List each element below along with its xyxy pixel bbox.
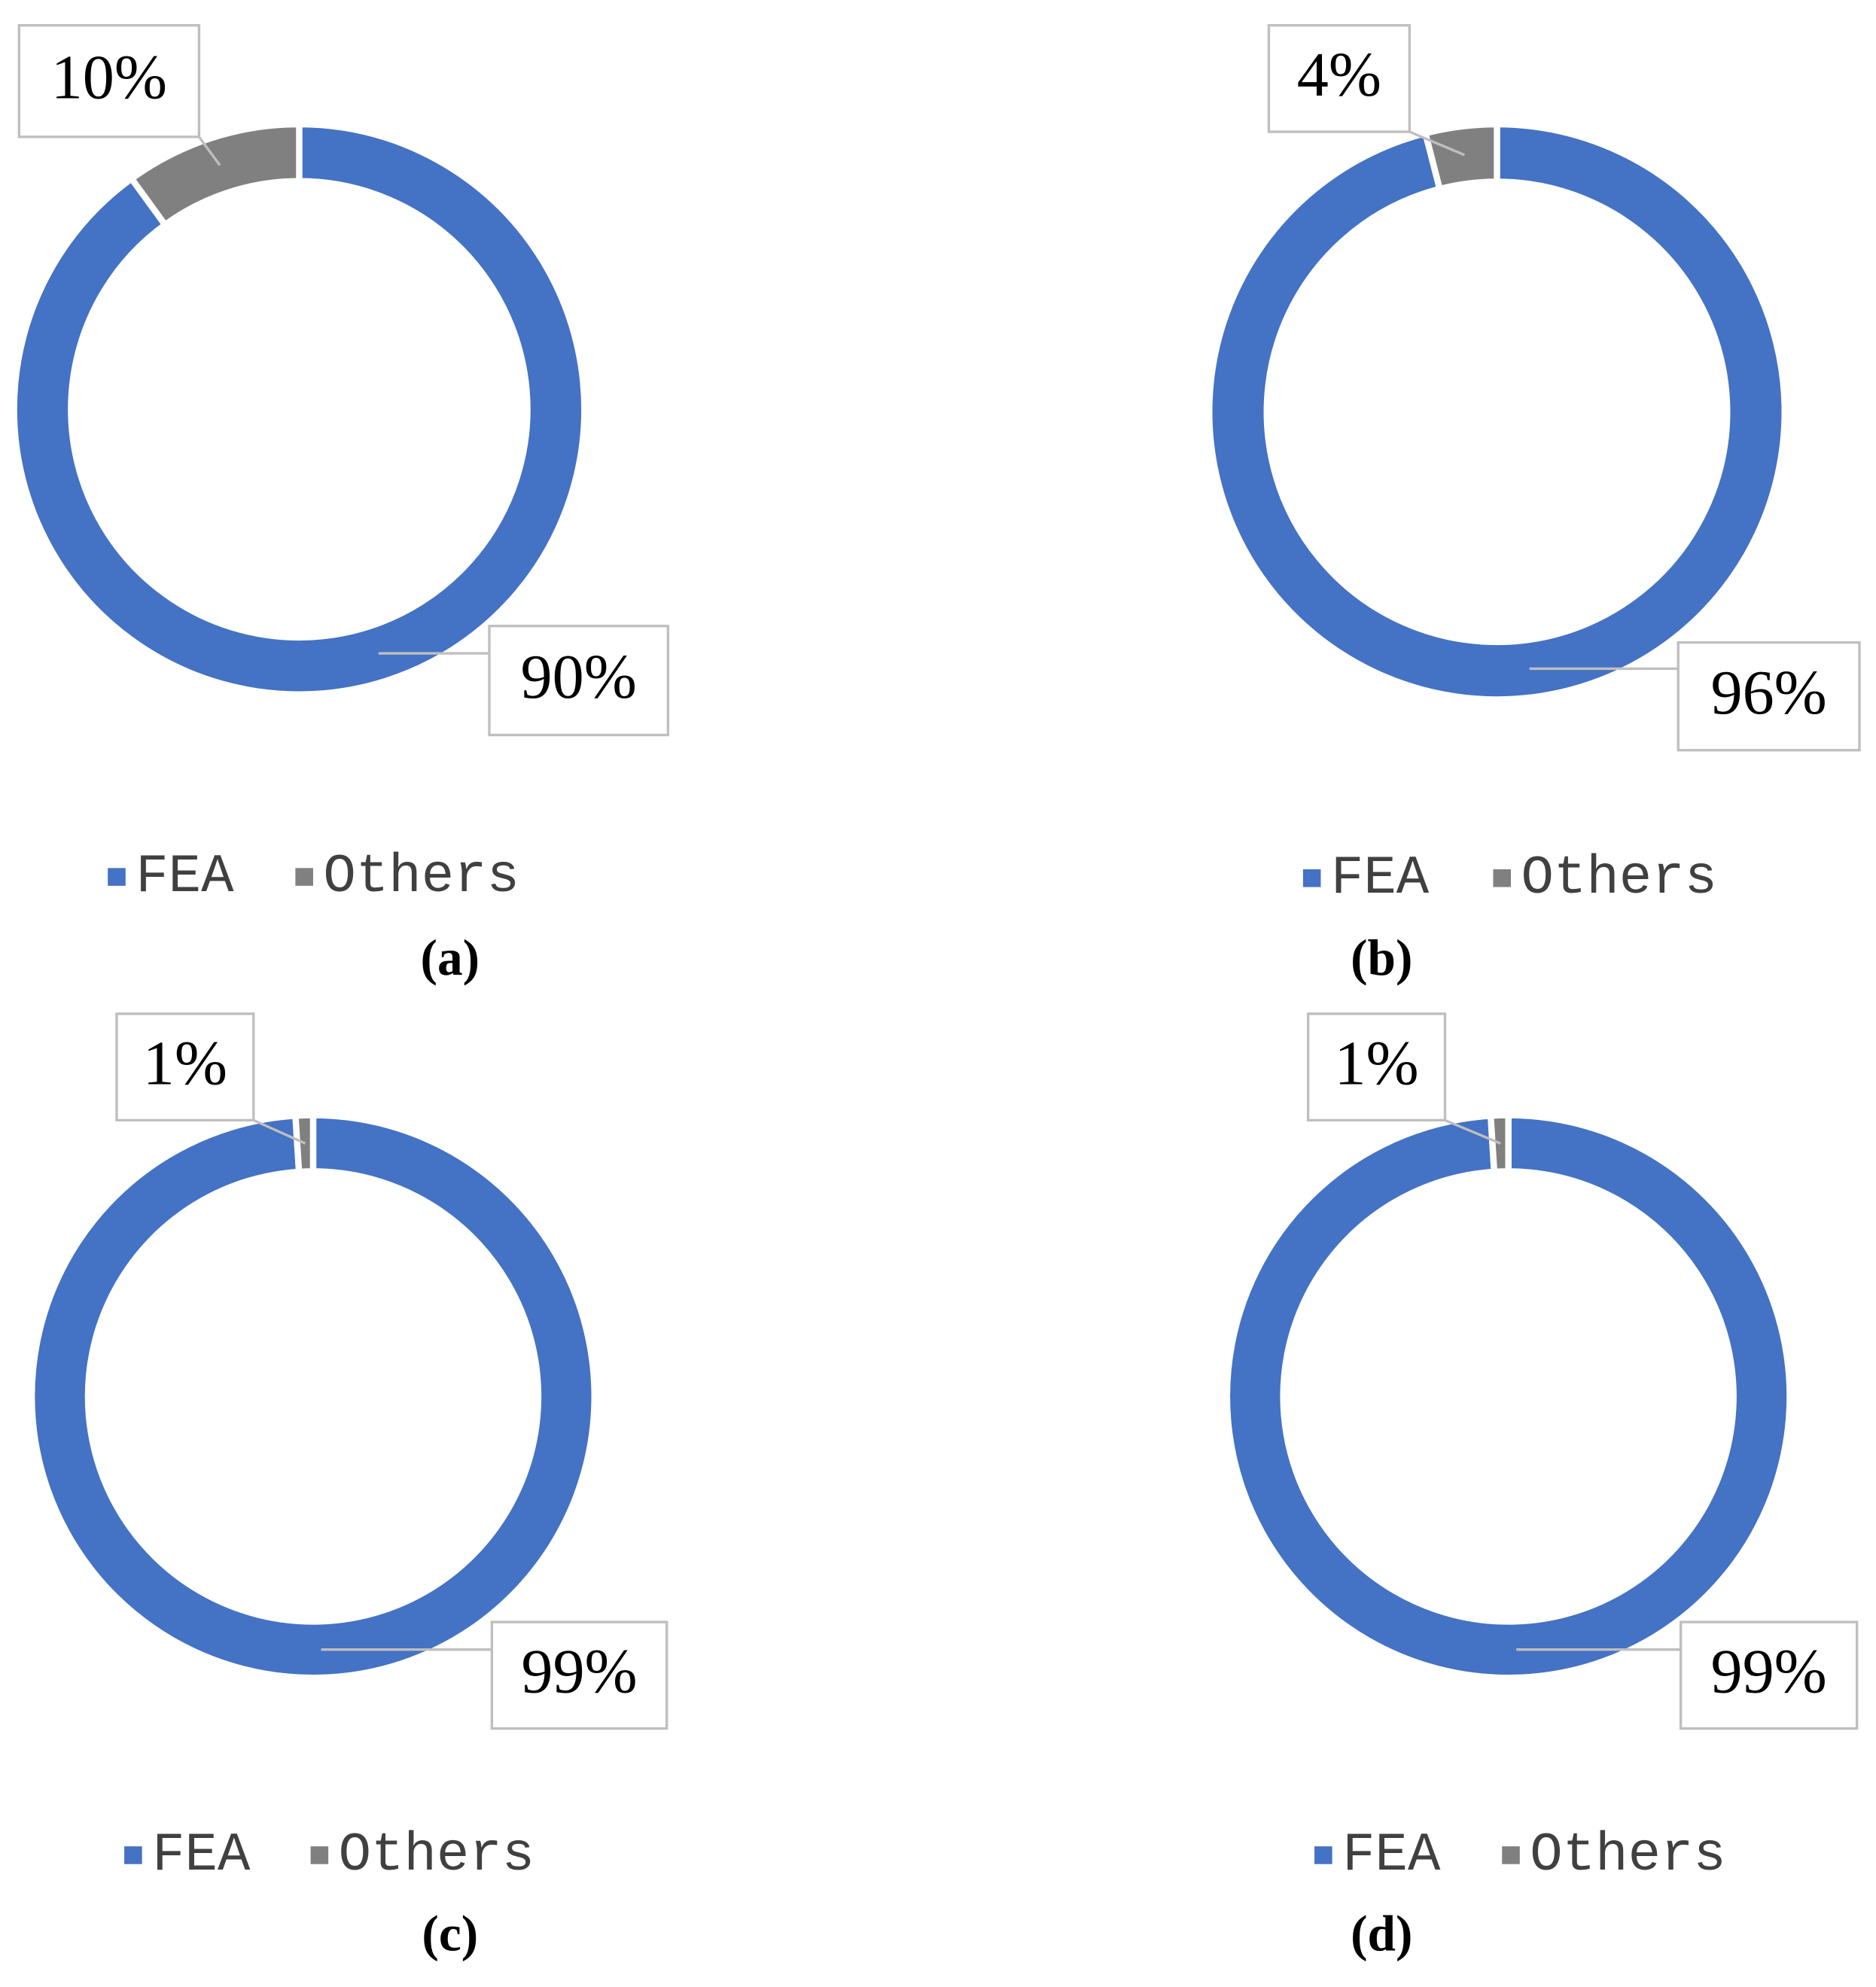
label-box <box>488 625 670 737</box>
leader-line <box>253 1118 306 1145</box>
legend-swatch <box>295 868 313 886</box>
donut-segment <box>11 120 588 698</box>
legend-swatch <box>1314 1846 1332 1864</box>
leader-line <box>1409 130 1466 157</box>
legend-label: Others <box>1530 1824 1726 1886</box>
donut-segment <box>1223 1112 1793 1681</box>
data-label: 4% <box>1297 40 1381 110</box>
legend-swatch <box>108 868 126 886</box>
label-box <box>115 1012 255 1122</box>
legend-label: Others <box>339 1824 535 1886</box>
data-label: 10% <box>51 42 167 112</box>
legend-swatch <box>1493 869 1512 887</box>
legend-label: Others <box>1521 847 1717 909</box>
data-label: 99% <box>521 1636 637 1706</box>
data-label: 99% <box>1710 1636 1826 1706</box>
donut-segment <box>1421 120 1500 193</box>
label-box <box>1306 1012 1447 1122</box>
legend-label: FEA <box>136 846 234 908</box>
data-label: 90% <box>521 642 637 712</box>
legend-label: Others <box>323 846 519 908</box>
label-box <box>1679 1620 1859 1730</box>
donut-segment <box>126 120 303 230</box>
leader-line <box>198 135 221 166</box>
label-box <box>1677 641 1861 752</box>
caption: (b) <box>1351 930 1412 986</box>
donut-segment <box>1206 120 1788 703</box>
legend-swatch <box>124 1846 142 1864</box>
data-label: 1% <box>143 1028 227 1098</box>
data-label: 1% <box>1334 1028 1418 1098</box>
leader-line <box>1444 1118 1501 1145</box>
caption: (a) <box>421 930 480 986</box>
legend-label: FEA <box>152 1824 251 1886</box>
caption: (d) <box>1351 1905 1412 1961</box>
donut-segment <box>28 1112 598 1681</box>
data-label: 96% <box>1710 658 1826 728</box>
legend-swatch <box>310 1846 329 1864</box>
label-box <box>490 1620 668 1730</box>
legend-swatch <box>1502 1846 1520 1864</box>
legend-label: FEA <box>1342 1824 1441 1886</box>
legend-swatch <box>1302 869 1321 887</box>
label-box <box>1267 23 1412 133</box>
caption: (c) <box>422 1905 478 1961</box>
legend-label: FEA <box>1331 847 1430 909</box>
label-box <box>17 23 201 138</box>
